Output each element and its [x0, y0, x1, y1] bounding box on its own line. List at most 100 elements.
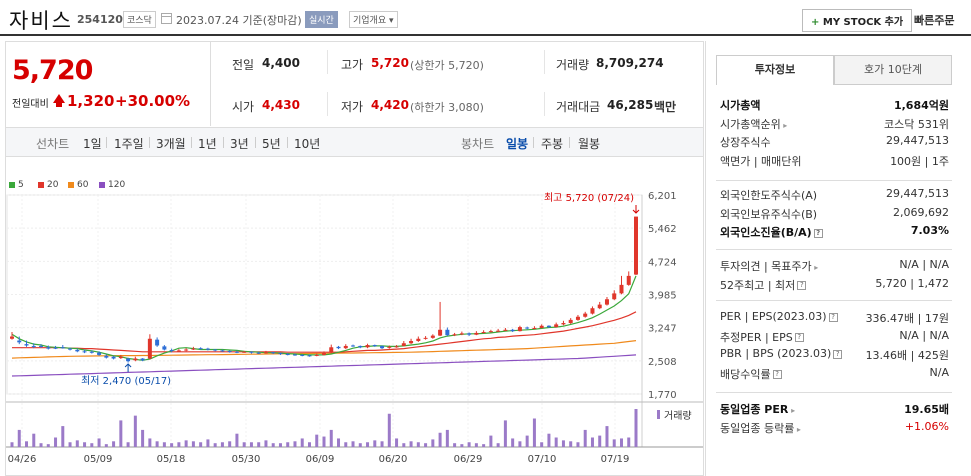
line-chart-label: 선차트	[36, 137, 70, 151]
candle-body	[445, 329, 450, 336]
divider	[533, 137, 534, 148]
tab-invest-info[interactable]: 투자정보	[716, 55, 834, 85]
y-tick-label: 3,247	[648, 324, 677, 335]
trade-amount-label: 거래대금	[556, 100, 601, 114]
volume-bar	[148, 438, 152, 447]
caret-right-icon[interactable]: ▸	[788, 406, 796, 415]
candle-body	[147, 338, 152, 359]
volume-bar	[162, 442, 166, 447]
candle-body	[10, 336, 14, 339]
candle-body	[554, 324, 559, 328]
x-tick-label: 05/18	[157, 454, 186, 465]
volume-bar	[576, 442, 580, 447]
quick-order-button[interactable]: 빠른주문	[914, 14, 955, 27]
help-icon[interactable]: ?	[794, 333, 804, 342]
volume-legend-swatch	[657, 410, 660, 419]
info-value: 2,069,692	[893, 205, 949, 219]
candle-monthly[interactable]: 월봉	[578, 137, 601, 151]
period-3y[interactable]: 3년	[230, 137, 249, 151]
period-10y[interactable]: 10년	[294, 137, 321, 151]
candle-body	[561, 323, 566, 325]
candle-daily[interactable]: 일봉	[506, 137, 529, 151]
candle-body	[597, 304, 602, 309]
info-value: N/A	[929, 365, 949, 379]
price-chart[interactable]: 6,201 5,462 4,724 3,985 3,247 2,508 1,770 04/26…	[0, 0, 705, 476]
volume-bar	[431, 439, 435, 447]
volume-bar	[54, 437, 58, 447]
info-row: 시가총액순위 ▸ 코스닥 531위	[720, 116, 949, 132]
candle-body	[517, 327, 522, 332]
help-icon[interactable]: ?	[772, 370, 782, 379]
info-key: 외국인보유주식수(B)	[720, 207, 818, 221]
caret-right-icon[interactable]: ▸	[811, 263, 819, 272]
tab-hoga-10[interactable]: 호가 10단계	[834, 55, 952, 85]
volume-bar	[612, 439, 616, 447]
my-stock-add-button[interactable]: + MY STOCK 추가	[802, 9, 913, 32]
info-row: 52주최고 | 최저? 5,720 | 1,472	[720, 277, 949, 293]
volume-bar	[300, 438, 304, 447]
candle-body	[82, 351, 87, 353]
candle-body	[539, 325, 544, 328]
legend-ma60-swatch	[68, 182, 74, 188]
candle-body	[481, 332, 486, 334]
volume-bar	[351, 441, 355, 447]
volume-bar	[141, 429, 145, 447]
help-icon[interactable]: ?	[828, 312, 838, 322]
divider	[327, 92, 328, 116]
divider	[544, 50, 545, 74]
candle-body	[619, 284, 624, 294]
x-tick-label: 06/09	[306, 454, 335, 465]
period-1d[interactable]: 1일	[83, 137, 102, 151]
upper-limit-note: (상한가 5,720)	[410, 59, 484, 72]
volume-bar	[554, 437, 558, 447]
realtime-button[interactable]: 실시간	[305, 11, 338, 28]
volume-bar	[83, 442, 87, 447]
help-icon[interactable]: ?	[833, 349, 843, 359]
stock-header	[0, 0, 971, 36]
candle-body	[169, 349, 174, 351]
y-tick-label: 4,724	[648, 257, 677, 268]
info-key: 시가총액순위 ▸	[720, 117, 788, 131]
candle-body	[604, 299, 609, 305]
candle-body	[583, 313, 588, 317]
volume-bar	[126, 442, 130, 447]
volume-bar	[438, 432, 442, 447]
help-icon[interactable]: ?	[797, 281, 807, 290]
info-value: 29,447,513	[886, 187, 949, 200]
help-icon[interactable]: ?	[813, 228, 823, 238]
volume-bar	[97, 438, 101, 447]
x-tick-label: 07/19	[601, 454, 630, 465]
period-5y[interactable]: 5년	[262, 137, 281, 151]
divider	[255, 137, 256, 148]
candle-body	[68, 348, 73, 350]
company-overview-dropdown[interactable]: 기업개요 ▾	[349, 11, 398, 28]
period-1w[interactable]: 1주일	[114, 137, 144, 151]
info-value: 코스닥 531위	[884, 117, 949, 131]
candle-body	[176, 350, 181, 352]
caret-right-icon[interactable]: ▸	[794, 424, 801, 434]
caret-right-icon[interactable]: ▸	[780, 120, 788, 130]
candle-body	[242, 351, 247, 353]
volume-bar	[257, 442, 261, 447]
volume-bar	[213, 443, 217, 447]
candle-body	[525, 327, 530, 329]
volume-label: 거래량	[664, 410, 692, 422]
change-percent: +30.00%	[115, 92, 191, 110]
candle-body	[380, 345, 385, 349]
change-label: 전일대비	[12, 99, 49, 110]
info-row: 외국인소진율(B/A)? 7.03%	[720, 224, 949, 240]
candle-weekly[interactable]: 주봉	[541, 137, 564, 151]
candle-body	[590, 308, 595, 314]
info-key: 투자의견 | 목표주가 ▸	[720, 260, 819, 273]
price-box	[5, 41, 211, 126]
period-3m[interactable]: 3개월	[156, 137, 186, 151]
info-value: 336.47배 | 17원	[865, 312, 949, 325]
info-value: N/A | N/A	[899, 258, 949, 271]
info-row: 동일업종 등락률 ▸ +1.06%	[720, 420, 949, 436]
volume-bar	[583, 429, 587, 447]
period-1y[interactable]: 1년	[198, 137, 217, 151]
x-tick-label: 07/10	[528, 454, 557, 465]
volume-bar	[518, 441, 522, 447]
volume-bar	[242, 442, 246, 447]
info-key: 외국인소진율(B/A)?	[720, 224, 823, 240]
